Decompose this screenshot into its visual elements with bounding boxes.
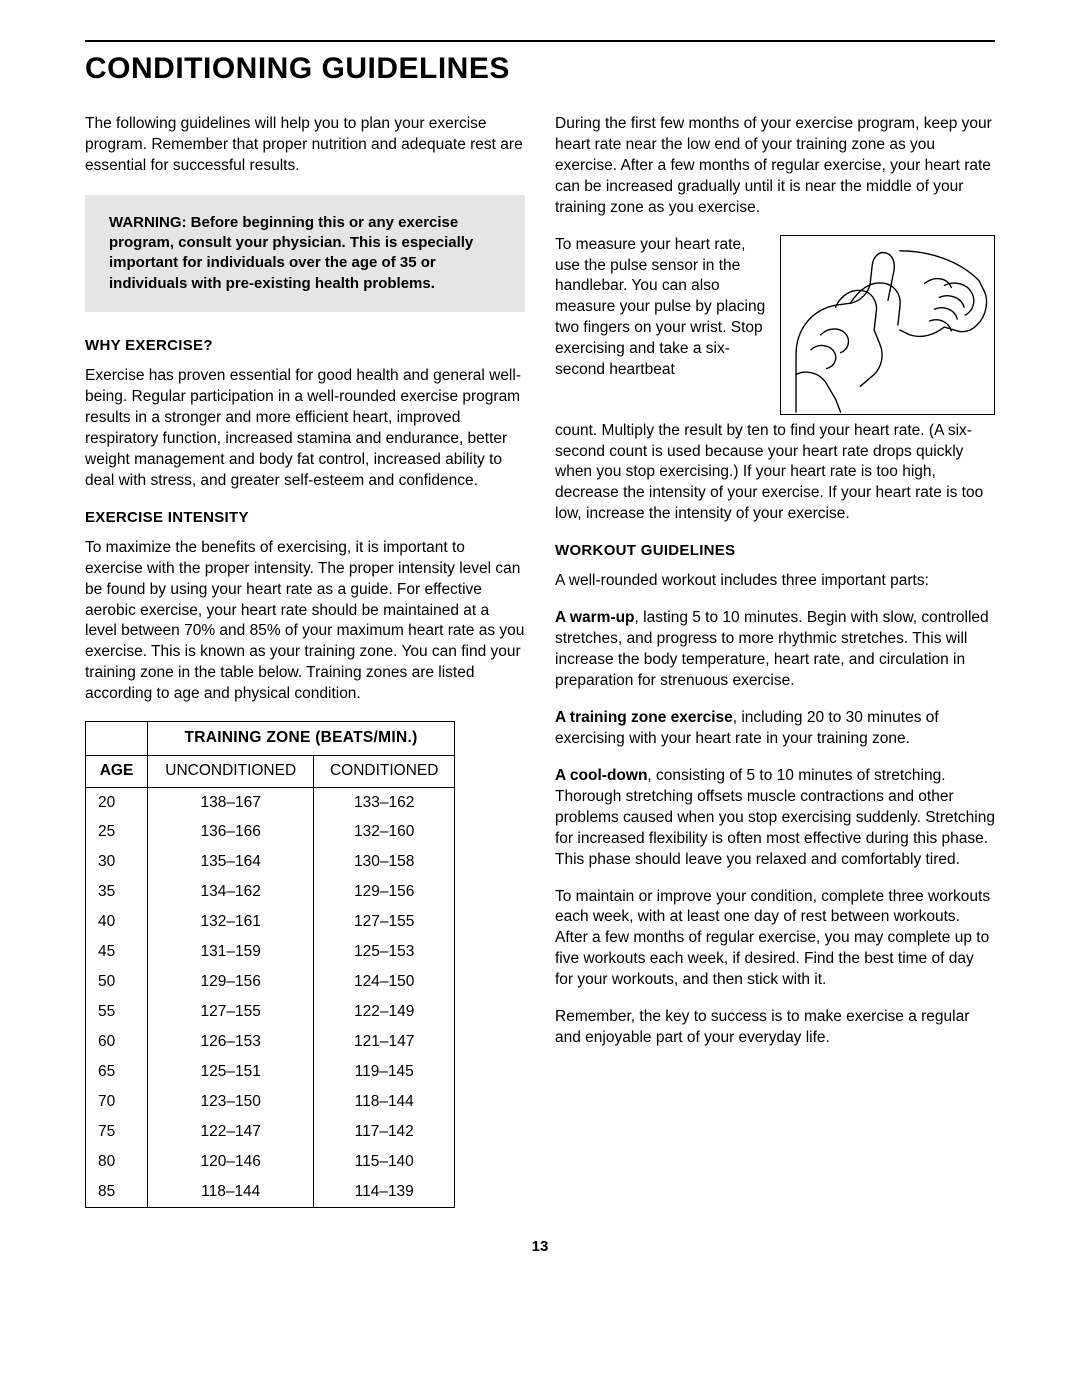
unconditioned-head: UNCONDITIONED — [148, 756, 314, 788]
age-cell: 80 — [86, 1147, 148, 1177]
table-row: 20138–167133–162 — [86, 788, 455, 818]
conditioned-head: CONDITIONED — [314, 756, 455, 788]
unconditioned-cell: 126–153 — [148, 1027, 314, 1057]
table-row: 35134–162129–156 — [86, 878, 455, 908]
cooldown-label: A cool-down — [555, 767, 647, 784]
age-head: AGE — [86, 756, 148, 788]
table-row: 45131–159125–153 — [86, 938, 455, 968]
conditioned-cell: 119–145 — [314, 1057, 455, 1087]
unconditioned-cell: 131–159 — [148, 938, 314, 968]
age-cell: 45 — [86, 938, 148, 968]
unconditioned-cell: 132–161 — [148, 908, 314, 938]
pulse-text-b: count. Multiply the result by ten to fin… — [555, 421, 995, 526]
age-cell: 25 — [86, 818, 148, 848]
intro-paragraph: The following guidelines will help you t… — [85, 114, 525, 177]
age-cell: 35 — [86, 878, 148, 908]
workout-intro: A well-rounded workout includes three im… — [555, 571, 995, 592]
conditioned-cell: 130–158 — [314, 848, 455, 878]
table-row: 25136–166132–160 — [86, 818, 455, 848]
wrist-pulse-icon — [781, 236, 994, 414]
conditioned-cell: 115–140 — [314, 1147, 455, 1177]
top-rule — [85, 40, 995, 42]
exercise-intensity-text: To maximize the benefits of exercising, … — [85, 538, 525, 705]
remember-paragraph: Remember, the key to success is to make … — [555, 1007, 995, 1049]
unconditioned-cell: 120–146 — [148, 1147, 314, 1177]
conditioned-cell: 132–160 — [314, 818, 455, 848]
unconditioned-cell: 135–164 — [148, 848, 314, 878]
table-row: 85118–144114–139 — [86, 1177, 455, 1207]
table-row: 40132–161127–155 — [86, 908, 455, 938]
age-cell: 50 — [86, 968, 148, 998]
unconditioned-cell: 134–162 — [148, 878, 314, 908]
conditioned-cell: 122–149 — [314, 997, 455, 1027]
table-title: TRAINING ZONE (BEATS/MIN.) — [148, 722, 455, 756]
table-row: 75122–147117–142 — [86, 1117, 455, 1147]
age-cell: 40 — [86, 908, 148, 938]
right-intro: During the first few months of your exer… — [555, 114, 995, 219]
pulse-text-a: To measure your heart rate, use the puls… — [555, 235, 766, 381]
age-cell: 75 — [86, 1117, 148, 1147]
pulse-illustration — [780, 235, 995, 415]
unconditioned-cell: 129–156 — [148, 968, 314, 998]
table-blank-cell — [86, 722, 148, 756]
age-cell: 55 — [86, 997, 148, 1027]
age-cell: 70 — [86, 1087, 148, 1117]
cooldown-paragraph: A cool-down, consisting of 5 to 10 minut… — [555, 766, 995, 871]
warmup-label: A warm-up — [555, 609, 635, 626]
conditioned-cell: 129–156 — [314, 878, 455, 908]
age-cell: 65 — [86, 1057, 148, 1087]
page-title: CONDITIONING GUIDELINES — [85, 52, 995, 86]
conditioned-cell: 124–150 — [314, 968, 455, 998]
training-label: A training zone exercise — [555, 709, 733, 726]
age-cell: 60 — [86, 1027, 148, 1057]
table-row: 50129–156124–150 — [86, 968, 455, 998]
pulse-section: To measure your heart rate, use the puls… — [555, 235, 995, 415]
right-column: During the first few months of your exer… — [555, 114, 995, 1208]
unconditioned-cell: 118–144 — [148, 1177, 314, 1207]
conditioned-cell: 121–147 — [314, 1027, 455, 1057]
maintain-paragraph: To maintain or improve your condition, c… — [555, 887, 995, 992]
unconditioned-cell: 125–151 — [148, 1057, 314, 1087]
age-cell: 20 — [86, 788, 148, 818]
table-row: 80120–146115–140 — [86, 1147, 455, 1177]
warmup-paragraph: A warm-up, lasting 5 to 10 minutes. Begi… — [555, 608, 995, 692]
unconditioned-cell: 122–147 — [148, 1117, 314, 1147]
training-paragraph: A training zone exercise, including 20 t… — [555, 708, 995, 750]
page-number: 13 — [85, 1238, 995, 1255]
unconditioned-cell: 136–166 — [148, 818, 314, 848]
conditioned-cell: 133–162 — [314, 788, 455, 818]
table-row: 55127–155122–149 — [86, 997, 455, 1027]
conditioned-cell: 118–144 — [314, 1087, 455, 1117]
why-exercise-text: Exercise has proven essential for good h… — [85, 366, 525, 492]
why-exercise-head: WHY EXERCISE? — [85, 336, 525, 356]
exercise-intensity-head: EXERCISE INTENSITY — [85, 508, 525, 528]
unconditioned-cell: 138–167 — [148, 788, 314, 818]
conditioned-cell: 114–139 — [314, 1177, 455, 1207]
unconditioned-cell: 127–155 — [148, 997, 314, 1027]
conditioned-cell: 125–153 — [314, 938, 455, 968]
training-zone-table: TRAINING ZONE (BEATS/MIN.) AGE UNCONDITI… — [85, 721, 455, 1208]
table-row: 70123–150118–144 — [86, 1087, 455, 1117]
conditioned-cell: 127–155 — [314, 908, 455, 938]
warning-box: WARNING: Before beginning this or any ex… — [85, 195, 525, 312]
workout-guidelines-head: WORKOUT GUIDELINES — [555, 541, 995, 561]
content-columns: The following guidelines will help you t… — [85, 114, 995, 1208]
age-cell: 30 — [86, 848, 148, 878]
table-row: 60126–153121–147 — [86, 1027, 455, 1057]
left-column: The following guidelines will help you t… — [85, 114, 525, 1208]
table-row: 65125–151119–145 — [86, 1057, 455, 1087]
table-row: 30135–164130–158 — [86, 848, 455, 878]
conditioned-cell: 117–142 — [314, 1117, 455, 1147]
unconditioned-cell: 123–150 — [148, 1087, 314, 1117]
age-cell: 85 — [86, 1177, 148, 1207]
